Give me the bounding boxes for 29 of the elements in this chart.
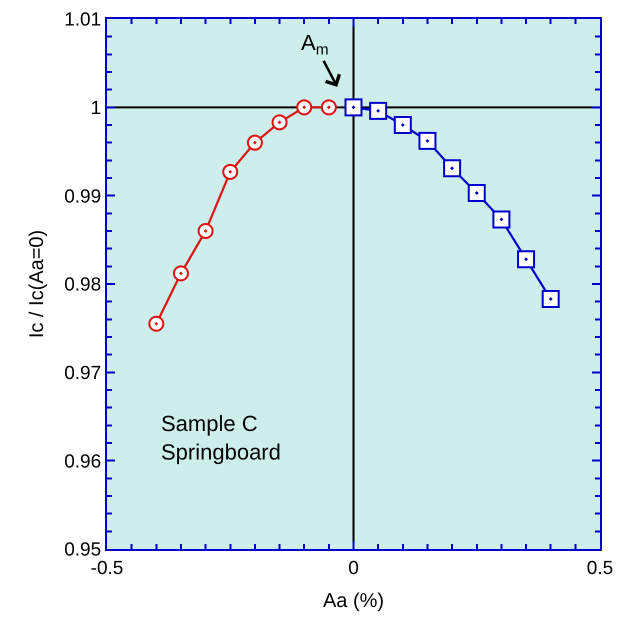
point (272, 114, 288, 130)
y-tick-label: 0.98 (64, 274, 102, 296)
point (517, 250, 536, 268)
point (394, 116, 412, 134)
annotation: Sample C Springboard (161, 411, 281, 465)
point (369, 102, 388, 120)
y-tick-label: 0.97 (64, 362, 102, 384)
annotation: A$_{m}$ (301, 30, 329, 59)
point (492, 210, 510, 229)
point (172, 265, 189, 282)
point (468, 184, 486, 202)
y-tick-label: 1.01 (64, 10, 102, 31)
point (418, 132, 436, 150)
point (320, 99, 337, 116)
y-axis-title: Ic / Ic(Aa=0) (26, 230, 48, 338)
point (148, 316, 164, 332)
point (443, 159, 462, 178)
y-tick-label: 0.99 (64, 186, 102, 208)
x-tick-label: 0.5 (586, 558, 614, 579)
point (222, 164, 238, 180)
x-tick-label: 0 (348, 558, 359, 579)
point (246, 134, 263, 151)
point (542, 290, 560, 308)
point (344, 98, 362, 116)
y-tick-label: 1 (90, 98, 102, 119)
y-tick-label: 0.96 (64, 451, 102, 472)
point (296, 99, 312, 116)
point (198, 223, 214, 239)
x-axis-title: Aa (%) (322, 590, 384, 612)
